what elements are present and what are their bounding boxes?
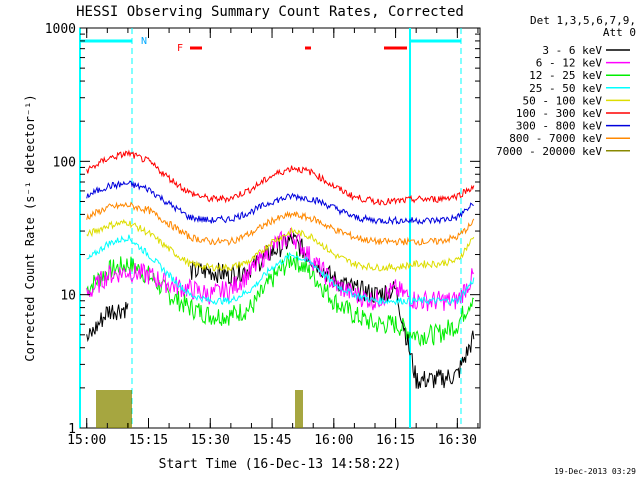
legend-entry-label: 3 - 6 keV (542, 44, 602, 57)
legend-entry-label: 800 - 7000 keV (509, 132, 602, 145)
x-tick-label: 16:30 (438, 433, 477, 448)
legend-entry-label: 7000 - 20000 keV (496, 145, 602, 158)
x-tick-label: 15:30 (191, 433, 230, 448)
x-tick-label: 16:00 (314, 433, 353, 448)
attenuator-trace (96, 390, 303, 428)
x-axis: 15:00 15:15 15:30 15:45 16:00 16:15 16:30 (67, 28, 479, 448)
x-axis-label: Start Time (16-Dec-13 14:58:22) (159, 457, 402, 472)
legend-entry-label: 50 - 100 keV (523, 94, 603, 107)
y-tick-label: 10 (60, 289, 76, 304)
x-tick-label: 16:15 (376, 433, 415, 448)
chart-title: HESSI Observing Summary Count Rates, Cor… (76, 4, 464, 20)
flare-label: F (177, 43, 183, 54)
series-line-0 (86, 231, 475, 389)
series-line-3 (86, 234, 475, 307)
series-line-6 (86, 180, 474, 226)
datestamp: 19-Dec-2013 03:29 (554, 467, 636, 476)
legend-entry-label: 12 - 25 keV (529, 69, 602, 82)
series-line-4 (86, 218, 475, 273)
series-group (86, 149, 475, 389)
x-tick-label: 15:45 (252, 433, 291, 448)
series-line-5 (86, 149, 475, 206)
y-tick-label: 1000 (45, 22, 76, 37)
y-axis: 1 10 100 1000 (45, 22, 480, 437)
y-axis-label: Corrected Count Rate (s⁻¹ detector⁻¹) (23, 94, 37, 361)
y-tick-label: 1 (68, 422, 76, 437)
legend-title-line-2: Att 0 (603, 26, 636, 39)
series-line-7 (86, 201, 475, 246)
legend-title-line-1: Det 1,3,5,6,7,9, (530, 14, 636, 27)
legend-entry-label: 6 - 12 keV (536, 57, 603, 70)
series-line-2 (86, 251, 474, 347)
plot-area-frame (79, 27, 481, 429)
x-tick-label: 15:15 (129, 433, 168, 448)
x-tick-label: 15:00 (67, 433, 106, 448)
legend-entry-label: 100 - 300 keV (516, 107, 602, 120)
night-label: N (141, 36, 147, 47)
legend-entry-label: 300 - 800 keV (516, 120, 602, 133)
legend-entry-label: 25 - 50 keV (529, 82, 602, 95)
y-tick-label: 100 (53, 155, 76, 170)
